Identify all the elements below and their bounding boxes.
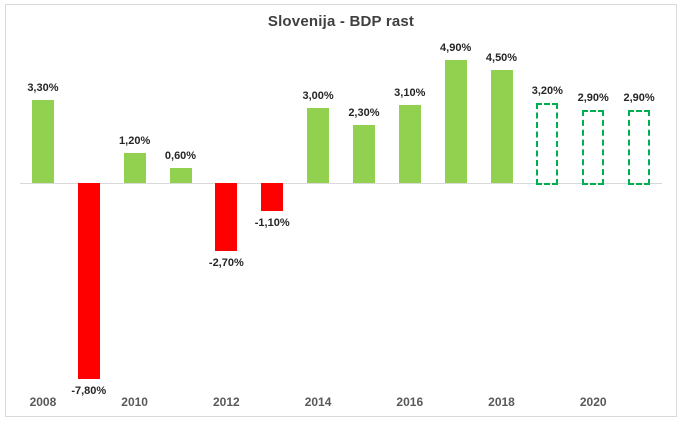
bar-2013 bbox=[261, 183, 284, 211]
bar-2017 bbox=[444, 60, 467, 183]
bar-2010 bbox=[123, 152, 146, 183]
value-label-2010: 1,20% bbox=[119, 134, 151, 147]
bar-2012 bbox=[215, 183, 238, 251]
bar-2011 bbox=[169, 167, 192, 183]
value-label-2008: 3,30% bbox=[27, 82, 59, 95]
bar-2009 bbox=[77, 183, 100, 379]
x-tick-2008: 2008 bbox=[29, 395, 57, 409]
x-tick-2020: 2020 bbox=[579, 395, 607, 409]
value-label-2011: 0,60% bbox=[164, 149, 197, 162]
bar-2018 bbox=[490, 70, 513, 183]
chart-frame bbox=[5, 4, 677, 417]
bar-2021 bbox=[628, 110, 651, 185]
x-tick-2012: 2012 bbox=[212, 395, 240, 409]
value-label-2021: 2,90% bbox=[623, 92, 655, 105]
value-label-2016: 3,10% bbox=[394, 87, 426, 100]
value-label-2018: 4,50% bbox=[485, 52, 518, 65]
x-tick-2016: 2016 bbox=[396, 395, 424, 409]
bar-2015 bbox=[352, 125, 375, 183]
x-axis-line bbox=[20, 183, 662, 184]
value-label-2013: -1,10% bbox=[254, 216, 290, 229]
value-label-2014: 3,00% bbox=[302, 89, 334, 102]
bar-2014 bbox=[307, 107, 330, 183]
chart-title: Slovenija - BDP rast bbox=[267, 13, 415, 30]
value-label-2015: 2,30% bbox=[348, 107, 380, 120]
value-label-2017: 4,90% bbox=[440, 42, 472, 54]
x-tick-2010: 2010 bbox=[121, 395, 148, 409]
value-label-2020: 2,90% bbox=[577, 92, 609, 105]
x-tick-2018: 2018 bbox=[488, 395, 515, 409]
value-label-2019: 3,20% bbox=[531, 84, 563, 97]
x-tick-2014: 2014 bbox=[304, 395, 332, 409]
bar-2019 bbox=[536, 102, 559, 185]
bar-2020 bbox=[582, 110, 605, 185]
bar-2008 bbox=[31, 100, 54, 183]
value-label-2009: -7,80% bbox=[71, 384, 107, 397]
bar-2016 bbox=[398, 105, 421, 183]
value-label-2012: -2,70% bbox=[208, 256, 244, 269]
